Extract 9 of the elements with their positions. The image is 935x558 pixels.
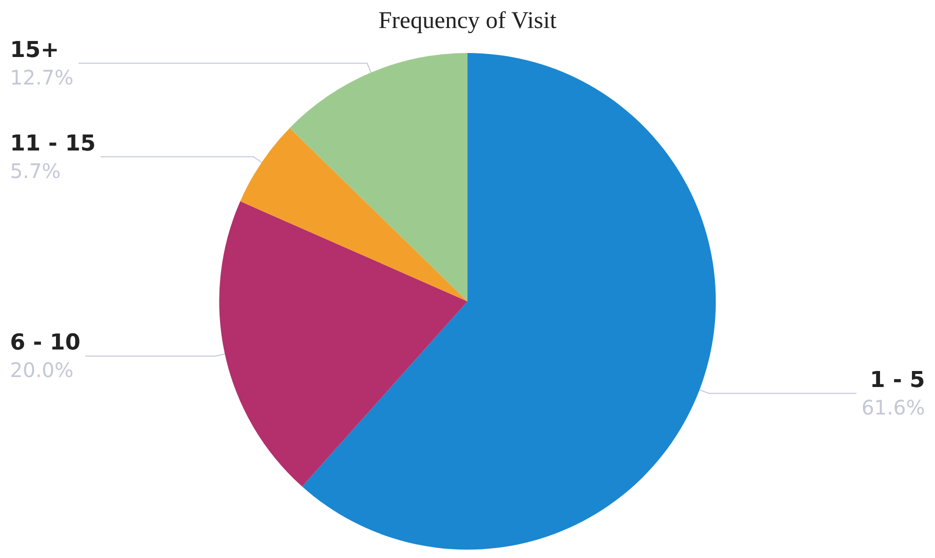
slice-label: 6 - 10 [10,330,80,356]
data-label: 5.7% [10,158,61,183]
slice-label: 15+ [10,38,60,63]
data-label: 12.7% [10,65,74,90]
slice-label: 1 - 5 [870,368,925,393]
data-label: 61.6% [861,395,925,420]
chart-title: Frequency of Visit [378,8,557,34]
slice-label: 11 - 15 [10,131,96,156]
data-label: 20.0% [10,358,74,382]
